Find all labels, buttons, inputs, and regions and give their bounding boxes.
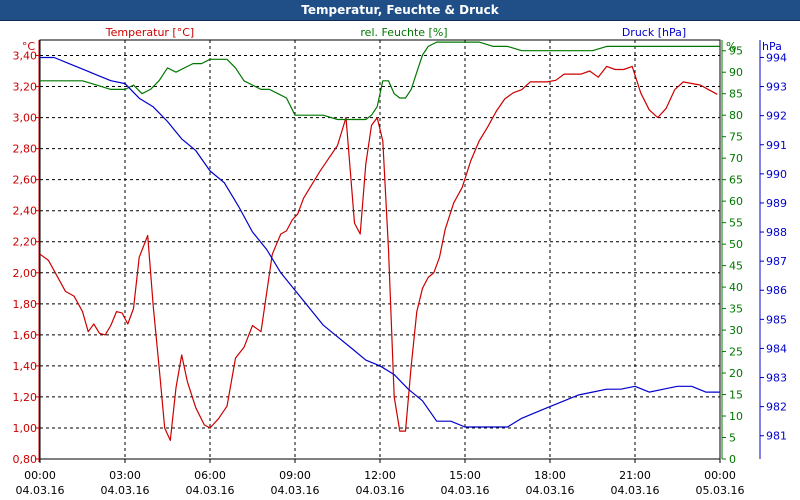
- humidity-tick-label: 70: [729, 152, 743, 165]
- pressure-tick-label: 986: [766, 284, 787, 297]
- x-tick-date-label: 04.03.16: [526, 484, 575, 497]
- pressure-tick-label: 991: [766, 139, 787, 152]
- humidity-tick-label: 65: [729, 174, 743, 187]
- x-tick-time-label: 15:00: [449, 469, 481, 482]
- humidity-tick-label: 5: [729, 432, 736, 445]
- x-tick-date-label: 04.03.16: [101, 484, 150, 497]
- humidity-tick-label: 80: [729, 109, 743, 122]
- temperature-tick-label: 1,60: [13, 329, 38, 342]
- temperature-tick-label: 1,00: [13, 422, 38, 435]
- pressure-tick-label: 981: [766, 430, 787, 443]
- temperature-tick-label: 2,00: [13, 267, 38, 280]
- x-tick-date-label: 04.03.16: [16, 484, 65, 497]
- x-tick-date-label: 05.03.16: [696, 484, 745, 497]
- temperature-axis-title: Temperatur [°C]: [105, 26, 194, 39]
- x-tick-date-label: 04.03.16: [441, 484, 490, 497]
- humidity-tick-label: 10: [729, 410, 743, 423]
- pressure-tick-label: 988: [766, 226, 787, 239]
- humidity-tick-label: 0: [729, 453, 736, 466]
- pressure-tick-label: 983: [766, 372, 787, 385]
- x-tick-time-label: 03:00: [109, 469, 141, 482]
- temperature-tick-label: 2,60: [13, 174, 38, 187]
- temperature-unit-label: °C: [22, 40, 36, 53]
- humidity-tick-label: 60: [729, 195, 743, 208]
- humidity-unit-label: %: [726, 40, 736, 53]
- x-tick-date-label: 04.03.16: [611, 484, 660, 497]
- humidity-tick-label: 75: [729, 131, 743, 144]
- temperature-tick-label: 1,20: [13, 391, 38, 404]
- temperature-tick-label: 2,20: [13, 236, 38, 249]
- humidity-tick-label: 95: [729, 45, 743, 58]
- x-tick-time-label: 18:00: [534, 469, 566, 482]
- temperature-tick-label: 2,40: [13, 205, 38, 218]
- humidity-tick-label: 20: [729, 367, 743, 380]
- series-line-humidity: [40, 41, 720, 121]
- temperature-tick-label: 1,40: [13, 360, 38, 373]
- x-tick-time-label: 00:00: [704, 469, 736, 482]
- x-tick-time-label: 21:00: [619, 469, 651, 482]
- title-bar: Temperatur, Feuchte & Druck: [0, 0, 800, 21]
- pressure-tick-label: 994: [766, 51, 787, 64]
- humidity-tick-label: 90: [729, 66, 743, 79]
- humidity-tick-label: 55: [729, 217, 743, 230]
- pressure-tick-label: 987: [766, 255, 787, 268]
- humidity-tick-label: 15: [729, 389, 743, 402]
- humidity-tick-label: 85: [729, 88, 743, 101]
- pressure-axis-title: Druck [hPa]: [622, 26, 686, 39]
- temperature-tick-label: 1,80: [13, 298, 38, 311]
- pressure-unit-label: hPa: [762, 40, 782, 53]
- pressure-tick-label: 990: [766, 168, 787, 181]
- humidity-tick-label: 40: [729, 281, 743, 294]
- humidity-tick-label: 35: [729, 303, 743, 316]
- window-title: Temperatur, Feuchte & Druck: [301, 3, 499, 17]
- pressure-tick-label: 984: [766, 342, 787, 355]
- humidity-tick-label: 50: [729, 238, 743, 251]
- series-line-pressure: [40, 56, 720, 428]
- humidity-axis-title: rel. Feuchte [%]: [360, 26, 447, 39]
- humidity-tick-label: 45: [729, 260, 743, 273]
- pressure-tick-label: 993: [766, 81, 787, 94]
- temperature-tick-label: 3,20: [13, 81, 38, 94]
- pressure-tick-label: 992: [766, 110, 787, 123]
- pressure-tick-label: 982: [766, 401, 787, 414]
- humidity-tick-label: 25: [729, 346, 743, 359]
- humidity-tick-label: 30: [729, 324, 743, 337]
- x-tick-time-label: 06:00: [194, 469, 226, 482]
- temperature-tick-label: 3,00: [13, 112, 38, 125]
- x-tick-date-label: 04.03.16: [186, 484, 235, 497]
- pressure-tick-label: 989: [766, 197, 787, 210]
- series-line-temperature: [39, 65, 718, 441]
- x-tick-date-label: 04.03.16: [271, 484, 320, 497]
- temperature-tick-label: 2,80: [13, 143, 38, 156]
- temperature-tick-label: 0,80: [13, 453, 38, 466]
- x-tick-time-label: 09:00: [279, 469, 311, 482]
- pressure-tick-label: 985: [766, 313, 787, 326]
- temperature-tick-label: 3,40: [13, 50, 38, 63]
- x-tick-date-label: 04.03.16: [356, 484, 405, 497]
- x-tick-time-label: 00:00: [24, 469, 56, 482]
- x-tick-time-label: 12:00: [364, 469, 396, 482]
